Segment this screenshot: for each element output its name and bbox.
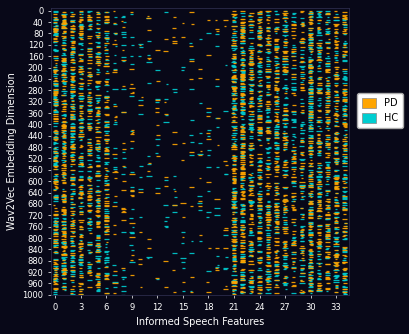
Legend: PD, HC: PD, HC xyxy=(356,93,402,128)
Y-axis label: Wav2Vec Embedding Dimension: Wav2Vec Embedding Dimension xyxy=(7,72,17,230)
X-axis label: Informed Speech Features: Informed Speech Features xyxy=(135,317,263,327)
